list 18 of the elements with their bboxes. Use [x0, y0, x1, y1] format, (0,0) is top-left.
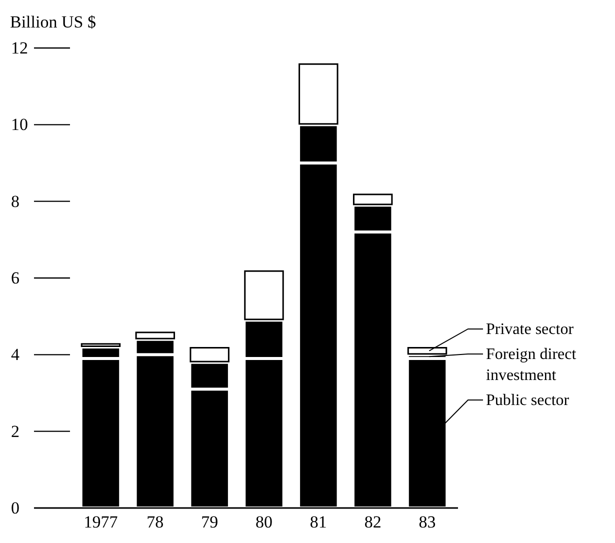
legend-label: Foreign direct investment	[486, 346, 577, 384]
x-tick-label: 80	[256, 512, 272, 532]
y-tick-label: 6	[11, 268, 20, 288]
legend-label: Private sector	[486, 320, 574, 338]
y-tick-label: 2	[11, 422, 20, 441]
y-axis-title: Billion US $	[10, 12, 96, 32]
x-tick-label: 79	[201, 512, 218, 532]
text: Public sector	[486, 392, 570, 408]
y-tick-label: 0	[11, 498, 20, 518]
x-tick-label: 78	[146, 512, 164, 532]
x-tick-label: 81	[310, 512, 327, 532]
x-tick-label: 82	[364, 512, 382, 532]
x-tick-label: 83	[418, 512, 436, 532]
y-tick-label: 12	[11, 38, 28, 58]
y-tick-label: 10	[11, 115, 28, 134]
x-tick-label: 1977	[84, 512, 118, 532]
y-tick-label: 8	[11, 192, 20, 211]
y-tick-label: 4	[11, 345, 20, 364]
